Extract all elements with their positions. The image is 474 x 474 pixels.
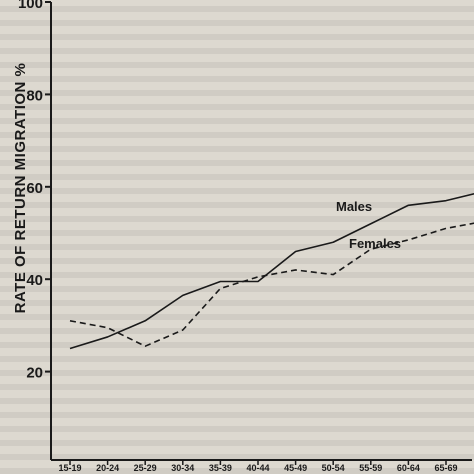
y-tick-label: 100 (18, 0, 43, 12)
y-tick-label: 80 (26, 87, 43, 104)
x-tick-label: 60-64 (397, 463, 420, 473)
y-tick-label: 40 (26, 272, 43, 289)
x-tick-label: 35-39 (209, 463, 232, 473)
x-tick-label: 50-54 (322, 463, 345, 473)
x-ticks: 15-19 20-24 25-29 30-34 35-39 40-44 45-49 50-54… (58, 460, 458, 473)
y-ticks: 20 40 60 80 100 (18, 0, 51, 382)
series-line-females (69, 222, 474, 347)
series-label-males: Males (336, 199, 372, 214)
x-tick-label: 65-69 (434, 463, 457, 473)
x-tick-label: 25-29 (134, 463, 157, 473)
series-label-females: Females (349, 236, 401, 251)
x-tick-label: 55-59 (359, 463, 382, 473)
x-tick-label: 40-44 (246, 463, 269, 473)
y-axis-label: RATE OF RETURN MIGRATION % (12, 63, 29, 314)
y-tick-label: 20 (26, 365, 43, 382)
x-tick-label: 20-24 (96, 463, 119, 473)
y-tick-label: 60 (26, 180, 43, 197)
x-tick-label: 15-19 (58, 463, 81, 473)
series-lines (69, 192, 474, 350)
x-tick-label: 45-49 (284, 463, 307, 473)
series-line-males (69, 192, 474, 350)
x-tick-label: 30-34 (171, 463, 194, 473)
